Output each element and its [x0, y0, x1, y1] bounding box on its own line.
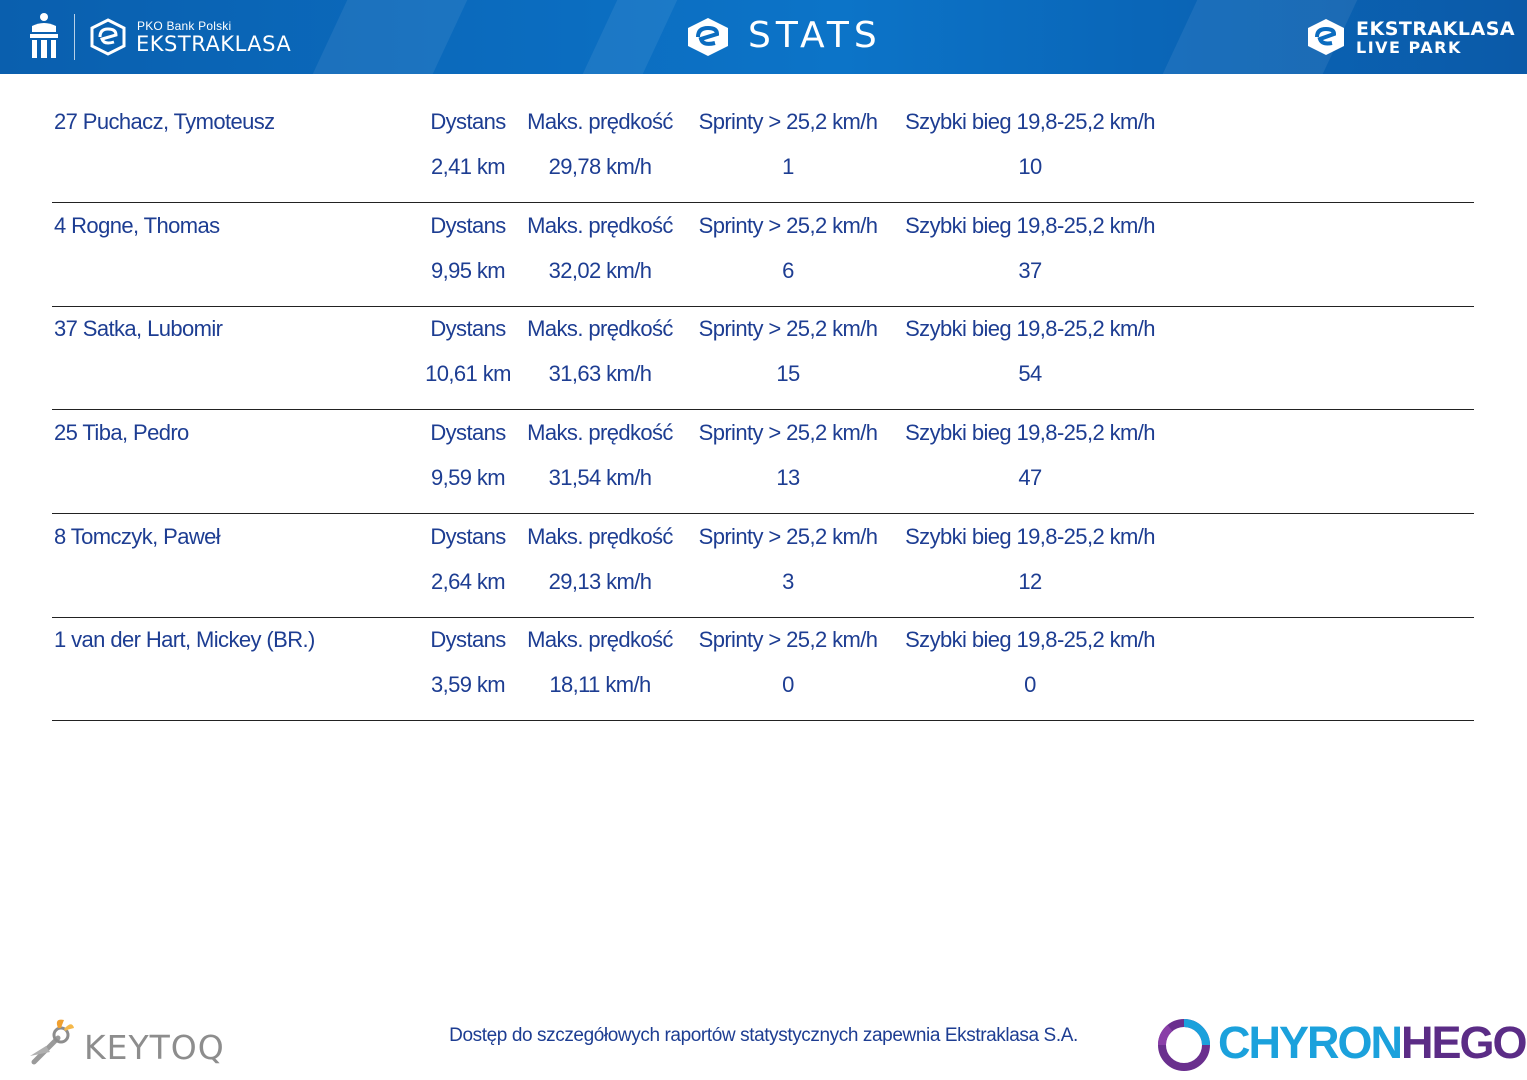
ekstraklasa-e-icon	[688, 18, 728, 56]
header-decor-stripe	[582, 0, 678, 74]
ekstraklasa-emblem-icon	[90, 18, 126, 56]
distance-label: Dystans	[430, 420, 506, 445]
fast-runs-label: Szybki bieg 19,8-25,2 km/h	[905, 420, 1155, 445]
header-divider	[74, 14, 75, 60]
max-speed-value: 29,13 km/h	[548, 569, 652, 594]
max-speed-label: Maks. prędkość	[527, 213, 673, 238]
sponsor-name: PKO Bank Polski	[137, 19, 232, 33]
player-name: 1 van der Hart, Mickey (BR.)	[54, 627, 315, 652]
distance-label: Dystans	[430, 316, 506, 341]
sprints-label: Sprinty > 25,2 km/h	[698, 213, 878, 238]
max-speed-value: 31,63 km/h	[548, 361, 652, 386]
pko-logo-icon	[30, 13, 58, 58]
distance-value: 3,59 km	[430, 672, 506, 697]
max-speed-label: Maks. prędkość	[527, 627, 673, 652]
player-stats-row: 8 Tomczyk, Paweł Dystans Maks. prędkość …	[52, 514, 1474, 618]
fast-runs-label: Szybki bieg 19,8-25,2 km/h	[905, 524, 1155, 549]
sprints-label: Sprinty > 25,2 km/h	[698, 420, 878, 445]
player-stats-row: 1 van der Hart, Mickey (BR.) Dystans Mak…	[52, 617, 1474, 721]
player-stats-row: 25 Tiba, Pedro Dystans Maks. prędkość Sp…	[52, 410, 1474, 514]
header-bar: PKO Bank Polski EKSTRAKLASA STATS EKSTRA…	[0, 0, 1527, 74]
distance-label: Dystans	[430, 109, 506, 134]
distance-value: 10,61 km	[425, 361, 511, 386]
player-name: 37 Satka, Lubomir	[54, 316, 223, 341]
distance-value: 2,64 km	[430, 569, 506, 594]
fast-runs-value: 54	[1018, 361, 1042, 386]
sprints-value: 1	[782, 154, 794, 179]
distance-value: 9,59 km	[430, 465, 506, 490]
league-name: EKSTRAKLASA	[136, 32, 292, 56]
livepark-subtitle: LIVE PARK	[1356, 38, 1462, 57]
footer-note: Dostęp do szczegółowych raportów statyst…	[449, 1025, 1078, 1046]
fast-runs-label: Szybki bieg 19,8-25,2 km/h	[905, 316, 1155, 341]
max-speed-value: 31,54 km/h	[548, 465, 652, 490]
hego-part: HEGO	[1401, 1017, 1527, 1068]
sprints-value: 6	[782, 258, 794, 283]
sprints-label: Sprinty > 25,2 km/h	[698, 524, 878, 549]
distance-label: Dystans	[430, 627, 506, 652]
header-decor-stripe	[312, 0, 468, 74]
fast-runs-value: 10	[1018, 154, 1042, 179]
livepark-emblem-icon	[1308, 19, 1344, 55]
sprints-value: 13	[776, 465, 800, 490]
distance-label: Dystans	[430, 524, 506, 549]
fast-runs-label: Szybki bieg 19,8-25,2 km/h	[905, 627, 1155, 652]
max-speed-value: 18,11 km/h	[549, 672, 651, 697]
fast-runs-value: 12	[1018, 569, 1042, 594]
chyronhego-wordmark: CHYRONHEGO	[1218, 1017, 1527, 1069]
sprints-value: 0	[782, 672, 794, 697]
fast-runs-value: 47	[1018, 465, 1042, 490]
max-speed-label: Maks. prędkość	[527, 524, 673, 549]
player-stats-row: 4 Rogne, Thomas Dystans Maks. prędkość S…	[52, 203, 1474, 307]
max-speed-value: 32,02 km/h	[548, 258, 652, 283]
player-stats-row: 27 Puchacz, Tymoteusz Dystans Maks. pręd…	[52, 99, 1474, 203]
fast-runs-label: Szybki bieg 19,8-25,2 km/h	[905, 213, 1155, 238]
keytoq-wordmark: KEYTOQ	[84, 1028, 225, 1067]
max-speed-label: Maks. prędkość	[527, 420, 673, 445]
max-speed-label: Maks. prędkość	[527, 109, 673, 134]
max-speed-value: 29,78 km/h	[548, 154, 652, 179]
chyron-part: CHYRON	[1218, 1017, 1403, 1068]
max-speed-label: Maks. prędkość	[527, 316, 673, 341]
sprints-label: Sprinty > 25,2 km/h	[698, 627, 878, 652]
page-title: STATS	[748, 15, 882, 56]
player-name: 8 Tomczyk, Paweł	[54, 524, 221, 549]
sprints-value: 3	[782, 569, 794, 594]
player-name: 25 Tiba, Pedro	[54, 420, 189, 445]
player-stats-row: 37 Satka, Lubomir Dystans Maks. prędkość…	[52, 306, 1474, 410]
player-name: 4 Rogne, Thomas	[54, 213, 220, 238]
player-name: 27 Puchacz, Tymoteusz	[54, 109, 275, 134]
fast-runs-value: 0	[1024, 672, 1036, 697]
keytoq-logo-icon	[30, 1019, 74, 1065]
chyronhego-logo-icon	[1157, 1019, 1210, 1071]
sprints-label: Sprinty > 25,2 km/h	[698, 316, 878, 341]
distance-label: Dystans	[430, 213, 506, 238]
fast-runs-value: 37	[1018, 258, 1042, 283]
sprints-value: 15	[776, 361, 800, 386]
distance-value: 2,41 km	[430, 154, 506, 179]
fast-runs-label: Szybki bieg 19,8-25,2 km/h	[905, 109, 1155, 134]
distance-value: 9,95 km	[430, 258, 506, 283]
sprints-label: Sprinty > 25,2 km/h	[698, 109, 878, 134]
livepark-title: EKSTRAKLASA	[1356, 18, 1516, 40]
